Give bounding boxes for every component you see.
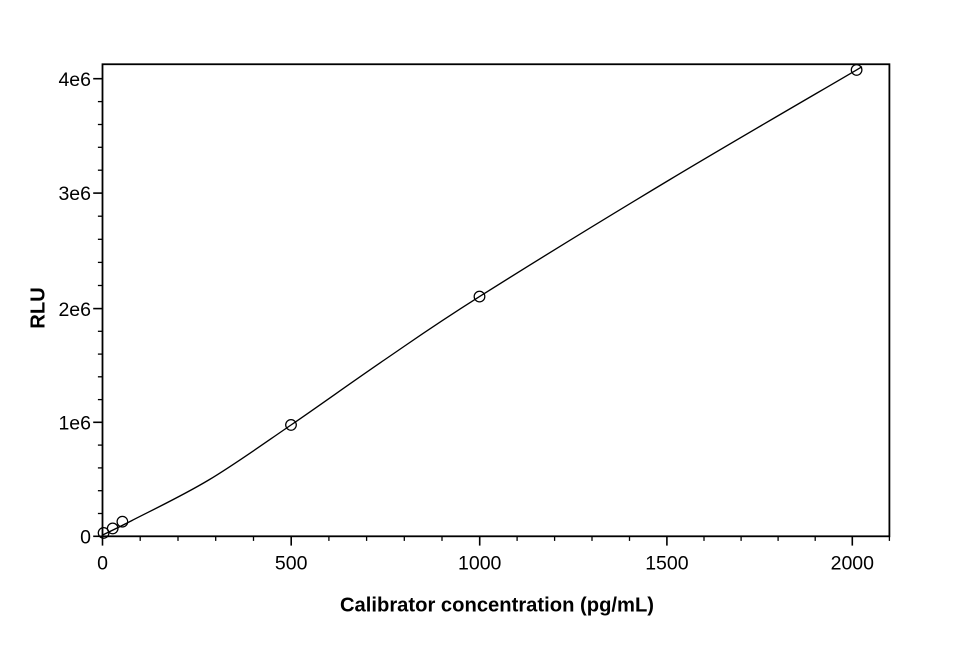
svg-text:4e6: 4e6 bbox=[58, 69, 91, 91]
svg-text:0: 0 bbox=[80, 526, 91, 548]
svg-text:1e6: 1e6 bbox=[58, 413, 91, 435]
svg-text:2e6: 2e6 bbox=[58, 299, 91, 321]
svg-text:1000: 1000 bbox=[458, 552, 502, 574]
svg-text:500: 500 bbox=[275, 552, 308, 574]
svg-text:Calibrator concentration (pg/m: Calibrator concentration (pg/mL) bbox=[340, 595, 654, 617]
svg-text:3e6: 3e6 bbox=[58, 183, 91, 205]
svg-text:2000: 2000 bbox=[831, 552, 875, 574]
svg-text:0: 0 bbox=[97, 552, 108, 574]
svg-text:RLU: RLU bbox=[27, 287, 49, 329]
svg-text:1500: 1500 bbox=[645, 552, 689, 574]
